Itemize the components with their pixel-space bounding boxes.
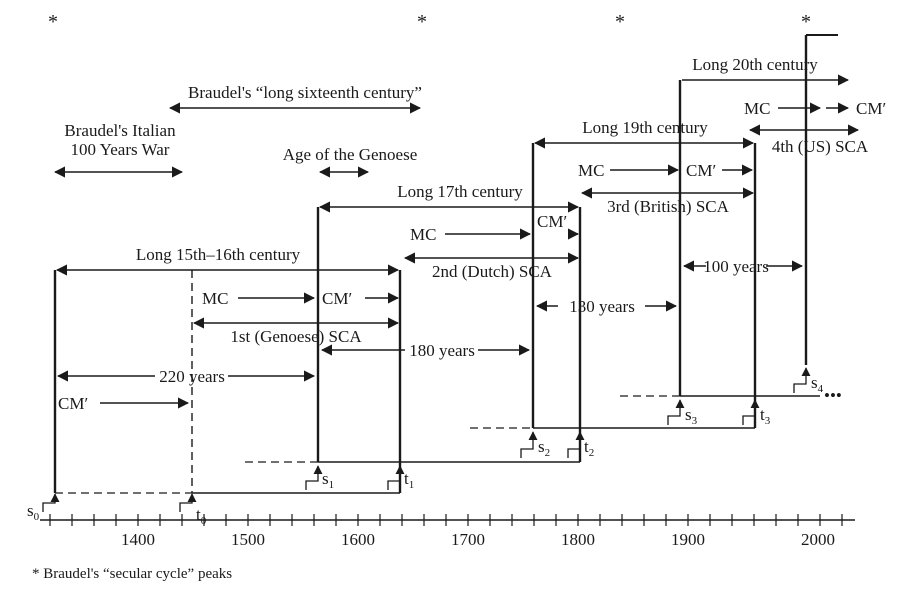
- label-cm2: CM′: [537, 212, 567, 231]
- secular-peak-star-4: *: [801, 11, 811, 33]
- label-age-genoese: Age of the Genoese: [283, 145, 418, 164]
- axis-tick-1400: 1400: [121, 530, 155, 549]
- label-s4: s4: [811, 373, 824, 395]
- secular-peak-star-1: *: [48, 11, 58, 33]
- axis-ticks: [49, 514, 843, 526]
- label-t1: t1: [404, 469, 414, 491]
- label-mc1: MC: [202, 289, 228, 308]
- label-cm3: CM′: [686, 161, 716, 180]
- label-long-17: Long 17th century: [397, 182, 523, 201]
- label-braudel-italian-1: Braudel's Italian: [64, 121, 176, 140]
- secular-peak-star-3: *: [615, 11, 625, 33]
- label-long-15-16: Long 15th–16th century: [136, 245, 301, 264]
- step-markers: [42, 367, 811, 512]
- axis-tick-1900: 1900: [671, 530, 705, 549]
- axis-tick-1800: 1800: [561, 530, 595, 549]
- label-100-years: 100 years: [703, 257, 769, 276]
- label-mc2: MC: [410, 225, 436, 244]
- axis-tick-1700: 1700: [451, 530, 485, 549]
- label-t3: t3: [760, 405, 771, 427]
- label-long-sixteenth: Braudel's “long sixteenth century”: [188, 83, 422, 102]
- label-cm1: CM′: [322, 289, 352, 308]
- label-130-years: 130 years: [569, 297, 635, 316]
- label-cm4: CM′: [856, 99, 886, 118]
- label-sca4: 4th (US) SCA: [772, 137, 869, 156]
- label-180-years: 180 years: [409, 341, 475, 360]
- label-t0: t0: [196, 505, 207, 527]
- label-s1: s1: [322, 469, 334, 491]
- label-s2: s2: [538, 437, 550, 459]
- label-s3: s3: [685, 405, 698, 427]
- continuation-dots: •••: [824, 386, 842, 405]
- label-mc3: MC: [578, 161, 604, 180]
- label-sca2: 2nd (Dutch) SCA: [432, 262, 553, 281]
- axis-tick-2000: 2000: [801, 530, 835, 549]
- axis-tick-1600: 1600: [341, 530, 375, 549]
- label-sca1: 1st (Genoese) SCA: [230, 327, 362, 346]
- label-sca3: 3rd (British) SCA: [607, 197, 730, 216]
- label-long-20: Long 20th century: [692, 55, 818, 74]
- label-t2: t2: [584, 437, 594, 459]
- label-mc4: MC: [744, 99, 770, 118]
- label-braudel-italian-2: 100 Years War: [71, 140, 170, 159]
- secular-peak-star-2: *: [417, 11, 427, 33]
- label-s0: s0: [27, 501, 40, 523]
- label-long-19: Long 19th century: [582, 118, 708, 137]
- footnote: * Braudel's “secular cycle” peaks: [32, 566, 232, 582]
- label-220-years: 220 years: [159, 367, 225, 386]
- axis-tick-1500: 1500: [231, 530, 265, 549]
- label-cm0: CM′: [58, 394, 88, 413]
